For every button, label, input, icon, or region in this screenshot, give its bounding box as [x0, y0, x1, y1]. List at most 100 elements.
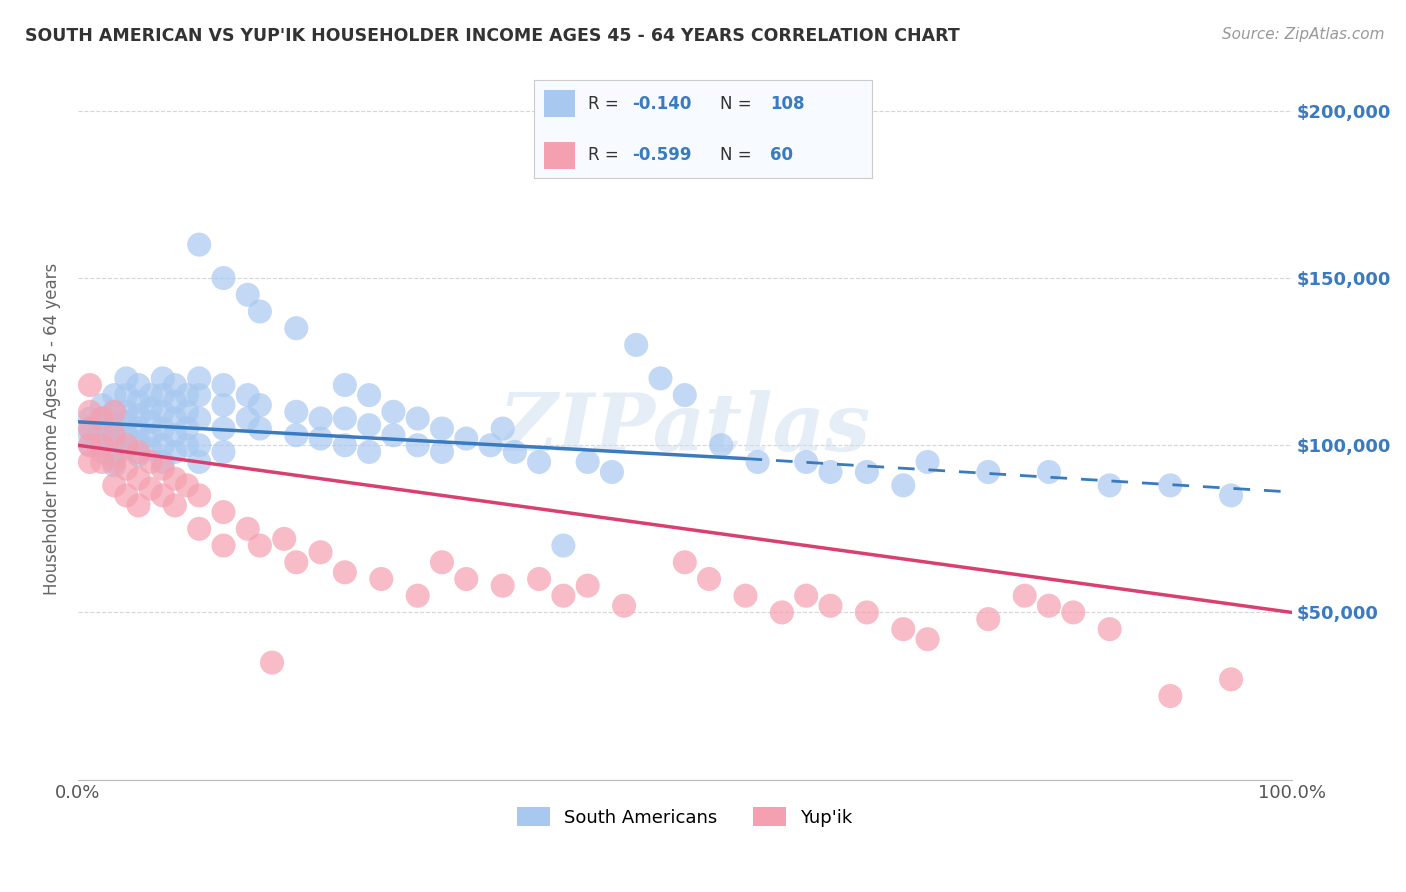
Point [91, 398, 114, 412]
Point [260, 656, 283, 670]
Point [103, 388, 125, 402]
Point [406, 589, 429, 603]
Point [163, 378, 186, 392]
Point [673, 555, 696, 569]
Point [770, 606, 793, 620]
Point [91, 421, 114, 435]
Point [139, 442, 162, 456]
Point [91, 445, 114, 459]
Point [710, 438, 733, 452]
Point [333, 438, 356, 452]
Point [527, 572, 550, 586]
Point [152, 438, 174, 452]
Point [456, 432, 478, 446]
Point [359, 445, 381, 459]
Point [163, 428, 186, 442]
Point [333, 411, 356, 425]
FancyBboxPatch shape [544, 90, 575, 117]
Point [359, 418, 381, 433]
Point [249, 421, 271, 435]
Point [673, 388, 696, 402]
Point [91, 455, 114, 469]
Legend: South Americans, Yup'ik: South Americans, Yup'ik [510, 800, 859, 834]
Text: R =: R = [588, 95, 624, 112]
Point [139, 388, 162, 402]
Point [1062, 606, 1084, 620]
Point [188, 455, 211, 469]
Text: N =: N = [720, 146, 756, 164]
Point [456, 572, 478, 586]
Point [249, 398, 271, 412]
Point [236, 522, 259, 536]
Point [103, 415, 125, 429]
Point [794, 455, 817, 469]
Point [212, 398, 235, 412]
Point [188, 388, 211, 402]
Point [127, 448, 149, 462]
Point [139, 401, 162, 416]
Point [176, 421, 198, 435]
Point [115, 438, 138, 452]
Point [152, 388, 174, 402]
Point [977, 465, 1000, 479]
Point [103, 425, 125, 439]
Point [891, 478, 914, 492]
Point [139, 482, 162, 496]
Point [309, 545, 332, 559]
Point [91, 428, 114, 442]
Point [91, 411, 114, 425]
Point [1098, 478, 1121, 492]
Point [79, 428, 101, 442]
Point [103, 438, 125, 452]
Point [406, 438, 429, 452]
Point [1038, 465, 1060, 479]
Text: Source: ZipAtlas.com: Source: ZipAtlas.com [1222, 27, 1385, 42]
Point [212, 445, 235, 459]
Point [212, 539, 235, 553]
Point [613, 599, 636, 613]
Point [1098, 622, 1121, 636]
Point [492, 421, 515, 435]
Point [430, 555, 453, 569]
Text: 60: 60 [770, 146, 793, 164]
Point [152, 455, 174, 469]
Point [115, 405, 138, 419]
Point [127, 394, 149, 409]
Point [382, 428, 405, 442]
Point [600, 465, 623, 479]
Point [163, 499, 186, 513]
Point [697, 572, 720, 586]
Point [430, 445, 453, 459]
Point [176, 478, 198, 492]
Point [1014, 589, 1036, 603]
Point [91, 438, 114, 452]
Point [115, 442, 138, 456]
Point [127, 499, 149, 513]
Point [856, 465, 879, 479]
Point [91, 411, 114, 425]
Text: ZIPatlas: ZIPatlas [499, 390, 870, 467]
Point [527, 455, 550, 469]
Point [152, 371, 174, 385]
Point [139, 428, 162, 442]
Point [977, 612, 1000, 626]
Point [1159, 478, 1181, 492]
Point [127, 434, 149, 449]
Point [917, 632, 939, 647]
Point [139, 455, 162, 469]
Point [79, 378, 101, 392]
Point [820, 465, 842, 479]
Point [333, 566, 356, 580]
Point [115, 388, 138, 402]
Text: 108: 108 [770, 95, 806, 112]
Point [103, 405, 125, 419]
Text: N =: N = [720, 95, 756, 112]
Point [492, 579, 515, 593]
Point [820, 599, 842, 613]
Point [79, 411, 101, 425]
Point [188, 438, 211, 452]
Point [163, 472, 186, 486]
Point [1220, 488, 1243, 502]
Point [127, 421, 149, 435]
Point [115, 428, 138, 442]
